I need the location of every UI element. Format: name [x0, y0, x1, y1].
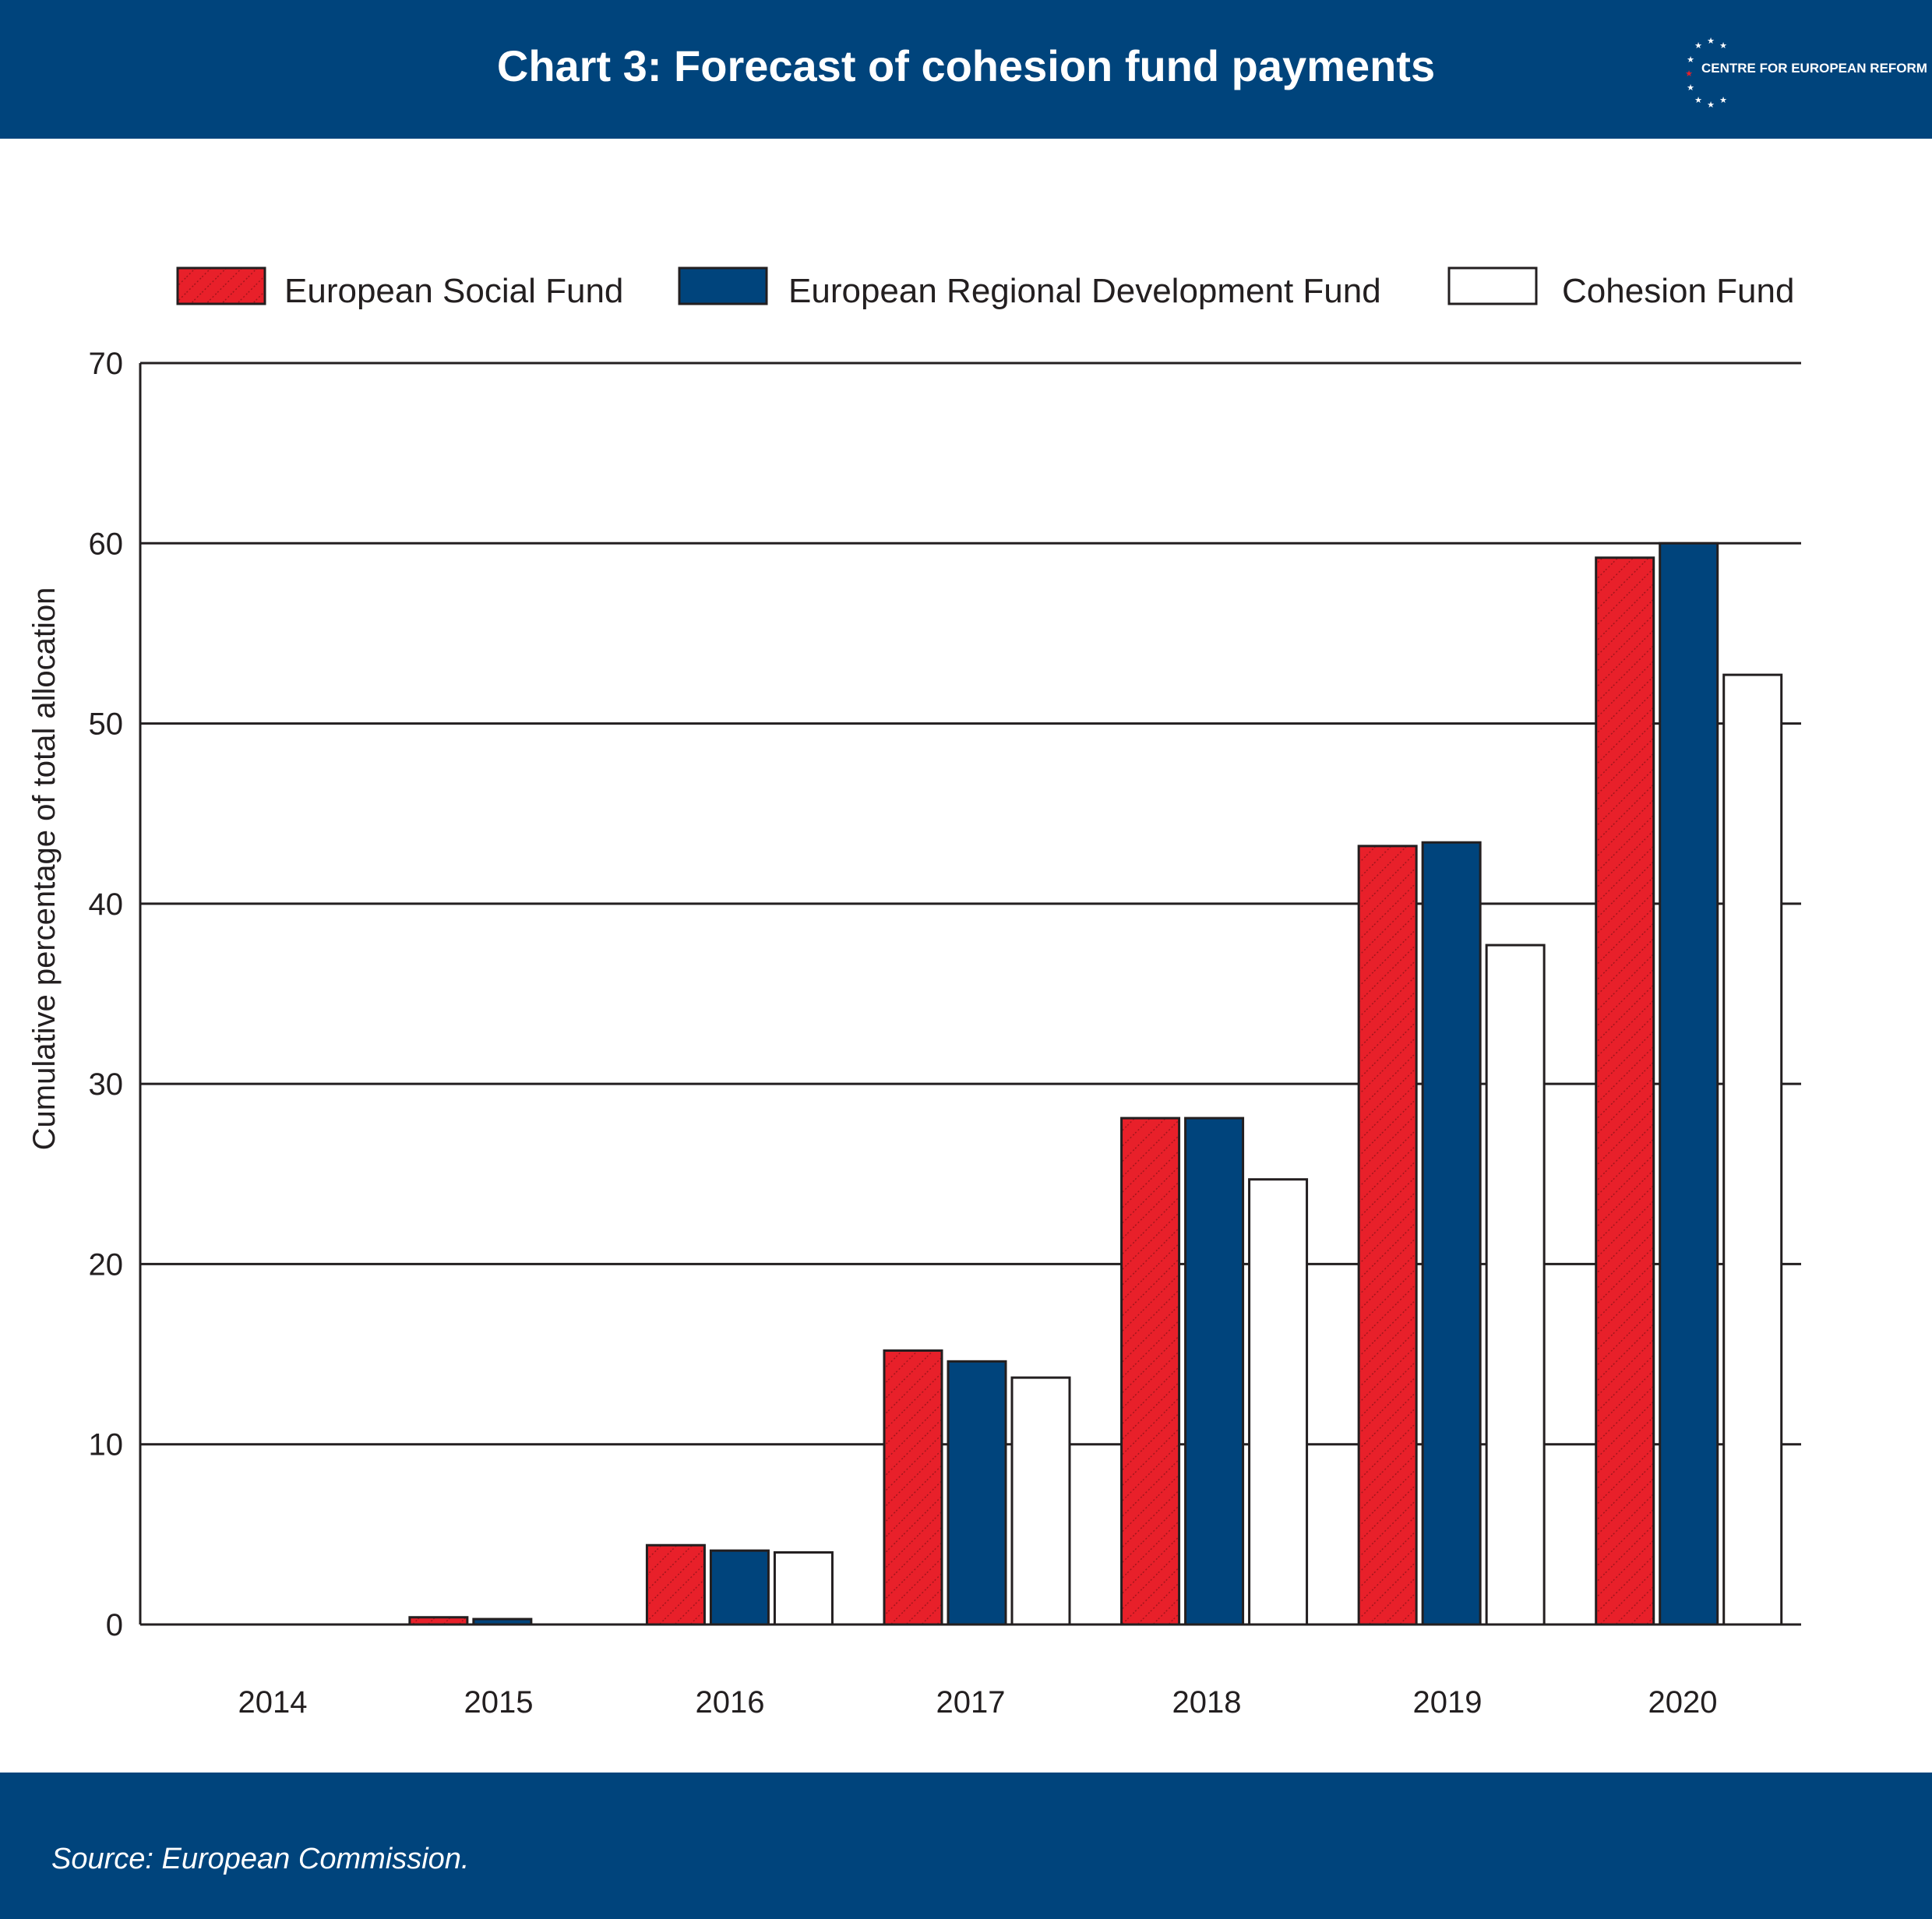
bar-2019-european-social-fund: [1357, 845, 1418, 1626]
bar-2020-european-social-fund: [1595, 556, 1655, 1626]
legend-swatch-european-social-fund: [176, 266, 266, 305]
svg-text:★: ★: [1694, 95, 1702, 105]
bar-2020-european-regional-development-fund: [1659, 541, 1719, 1626]
x-tick-label: 2020: [1648, 1685, 1718, 1720]
x-tick-label: 2014: [238, 1685, 308, 1720]
bar-2019-european-regional-development-fund: [1421, 841, 1482, 1626]
axes: [139, 363, 1801, 1626]
footer-bar: Source: European Commission.: [0, 1773, 1932, 1919]
y-tick-label: 0: [106, 1608, 123, 1642]
legend-label: Cohesion Fund: [1562, 272, 1794, 310]
legend-swatch-cohesion-fund: [1447, 266, 1538, 305]
header-bar: Chart 3: Forecast of cohesion fund payme…: [0, 0, 1932, 139]
legend-label: European Regional Development Fund: [788, 272, 1381, 310]
svg-text:★: ★: [1685, 69, 1693, 79]
y-tick-label: 50: [89, 707, 124, 742]
svg-text:★: ★: [1707, 36, 1715, 46]
cer-logo: ★ ★ ★ ★★ ★ ★ ★ ★: [1685, 36, 1727, 110]
source-note: Source: European Commission.: [51, 1843, 470, 1875]
bar-chart: European Social Fund European Regional De…: [27, 266, 1801, 1720]
svg-text:★: ★: [1694, 41, 1702, 51]
y-tick-label: 40: [89, 887, 124, 922]
bar-2018-cohesion-fund: [1248, 1178, 1309, 1626]
bar-2016-european-social-fund: [645, 1543, 706, 1626]
svg-text:★: ★: [1719, 95, 1727, 105]
x-tick-label: 2016: [696, 1685, 765, 1720]
y-axis-label: Cumulative percentage of total allocatio…: [27, 587, 62, 1151]
bar-2018-european-social-fund: [1120, 1116, 1181, 1626]
bar-2016-european-regional-development-fund: [709, 1549, 770, 1626]
y-tick-labels: 0 10 20 30 40 50 60 70: [89, 347, 124, 1642]
x-tick-labels: 2014 2015 2016 2017 2018 2019 2020: [238, 1685, 1718, 1720]
x-tick-label: 2015: [464, 1685, 534, 1720]
y-tick-label: 60: [89, 527, 124, 561]
y-tick-label: 30: [89, 1067, 124, 1102]
x-tick-label: 2018: [1172, 1685, 1242, 1720]
y-tick-label: 70: [89, 347, 124, 381]
bar-2016-cohesion-fund: [773, 1550, 834, 1626]
y-tick-label: 10: [89, 1428, 124, 1462]
legend-label: European Social Fund: [284, 272, 623, 310]
x-tick-label: 2019: [1413, 1685, 1482, 1720]
legend-swatch-european-regional-development-fund: [678, 266, 768, 305]
bar-2019-cohesion-fund: [1485, 944, 1546, 1626]
svg-text:★: ★: [1719, 41, 1727, 51]
bar-2020-cohesion-fund: [1722, 673, 1783, 1626]
bar-2017-cohesion-fund: [1010, 1376, 1071, 1626]
bar-2017-european-regional-development-fund: [947, 1360, 1007, 1626]
svg-text:★: ★: [1707, 100, 1715, 110]
svg-text:★: ★: [1687, 83, 1694, 93]
y-tick-label: 20: [89, 1247, 124, 1282]
legend: European Social Fund European Regional De…: [176, 266, 1794, 310]
bar-2018-european-regional-development-fund: [1184, 1116, 1245, 1626]
bar-2017-european-social-fund: [883, 1349, 943, 1626]
bars: [408, 541, 1783, 1626]
svg-text:★: ★: [1687, 55, 1694, 65]
logo-text: CENTRE FOR EUROPEAN REFORM: [1701, 61, 1927, 76]
chart-title: Chart 3: Forecast of cohesion fund payme…: [496, 41, 1436, 90]
x-tick-label: 2017: [936, 1685, 1006, 1720]
